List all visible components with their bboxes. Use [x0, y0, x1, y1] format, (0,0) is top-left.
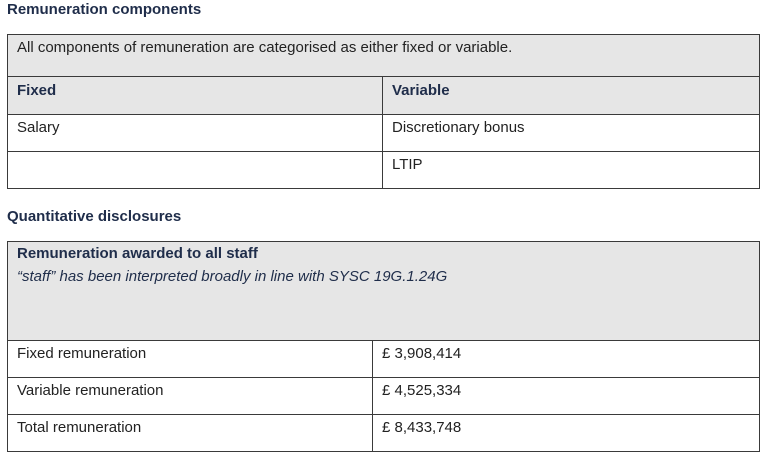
table-row: Fixed remuneration £ 3,908,414 [7, 340, 761, 378]
remuneration-components-heading: Remuneration components [7, 1, 202, 18]
cell-text: Fixed remuneration [17, 345, 147, 362]
row-value: £ 8,433,748 [371, 414, 761, 452]
table-row: LTIP [7, 151, 761, 189]
column-header-label: Fixed [17, 82, 57, 99]
cell-text: £ 4,525,334 [382, 382, 462, 399]
table-cell: Salary [7, 114, 383, 152]
column-header-label: Variable [392, 82, 450, 99]
remuneration-components-table: All components of remuneration are categ… [6, 34, 761, 189]
column-header-variable: Variable [381, 76, 761, 115]
cell-text: Discretionary bonus [392, 119, 525, 136]
table-row: Total remuneration £ 8,433,748 [7, 414, 761, 452]
title-row: Remuneration awarded to all staff “staff… [6, 241, 761, 341]
table-row: Variable remuneration £ 4,525,334 [7, 377, 761, 415]
quantitative-disclosures-heading: Quantitative disclosures [7, 208, 182, 225]
cell-text: Salary [17, 119, 60, 136]
cell-text: £ 3,908,414 [382, 345, 462, 362]
title-cell: Remuneration awarded to all staff “staff… [6, 241, 761, 341]
cell-text: £ 8,433,748 [382, 419, 462, 436]
row-value: £ 3,908,414 [371, 340, 761, 378]
column-header-fixed: Fixed [7, 76, 383, 115]
table-cell: LTIP [381, 151, 761, 189]
table-cell [7, 151, 383, 189]
cell-text: LTIP [392, 156, 423, 173]
row-value: £ 4,525,334 [371, 377, 761, 415]
intro-row: All components of remuneration are categ… [6, 34, 761, 77]
table-row: Salary Discretionary bonus [7, 114, 761, 152]
table-cell: Discretionary bonus [381, 114, 761, 152]
remuneration-awarded-table: Remuneration awarded to all staff “staff… [6, 241, 761, 452]
row-label: Variable remuneration [7, 377, 373, 415]
table-title: Remuneration awarded to all staff [17, 245, 258, 262]
cell-text: Variable remuneration [17, 382, 164, 399]
header-row: Fixed Variable [7, 76, 761, 115]
intro-cell: All components of remuneration are categ… [6, 34, 761, 77]
intro-text: All components of remuneration are categ… [17, 39, 513, 56]
row-label: Total remuneration [7, 414, 373, 452]
table-note: “staff” has been interpreted broadly in … [17, 268, 448, 285]
row-label: Fixed remuneration [7, 340, 373, 378]
cell-text: Total remuneration [17, 419, 142, 436]
